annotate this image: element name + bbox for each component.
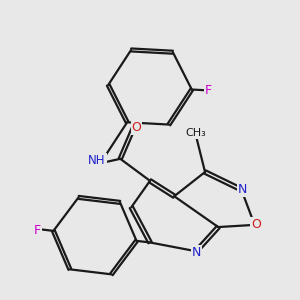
Text: CH₃: CH₃ bbox=[186, 128, 207, 138]
Text: O: O bbox=[131, 122, 141, 134]
Text: F: F bbox=[205, 84, 212, 97]
Text: NH: NH bbox=[88, 154, 106, 167]
Text: F: F bbox=[34, 224, 41, 237]
Text: O: O bbox=[251, 218, 261, 231]
Text: N: N bbox=[238, 183, 248, 196]
Text: N: N bbox=[191, 246, 201, 259]
